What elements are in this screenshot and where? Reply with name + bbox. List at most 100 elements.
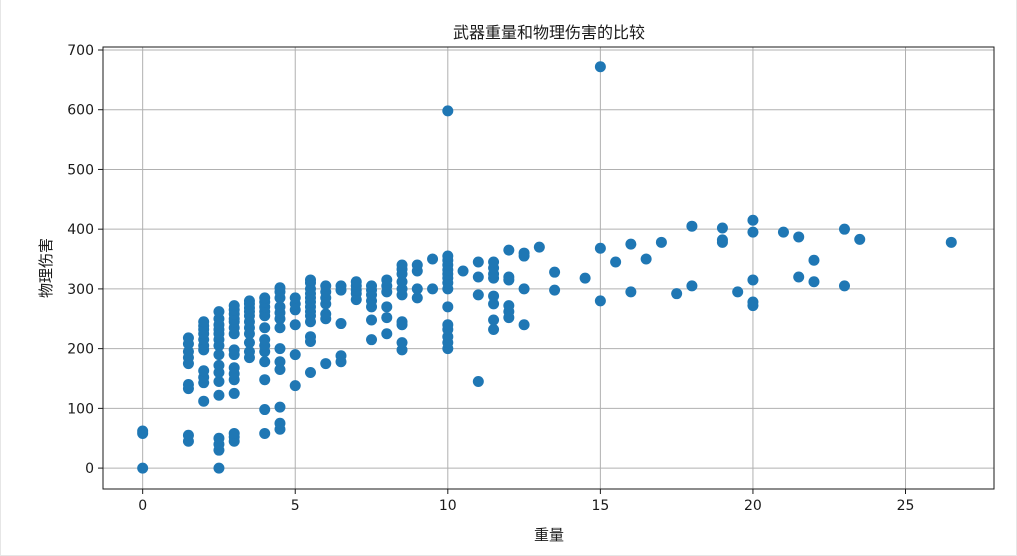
scatter-point [304,274,316,286]
x-axis-label: 重量 [534,526,564,544]
scatter-point [274,356,286,368]
scatter-point [289,349,301,361]
scatter-point [259,374,271,386]
scatter-point [274,401,286,413]
scatter-point [411,292,423,304]
scatter-point [472,271,484,283]
scatter-point [594,242,606,254]
scatter-point [427,253,439,265]
scatter-point [747,226,759,238]
x-tick-label: 0 [138,498,147,514]
scatter-point [259,334,271,346]
scatter-point [411,259,423,271]
scatter-point [259,322,271,334]
y-tick-label: 300 [67,282,94,298]
scatter-point [228,362,240,374]
scatter-point [182,346,194,358]
scatter-point [289,380,301,392]
scatter-point [518,283,530,295]
plot-area-border [102,46,995,490]
x-tick-label: 15 [591,498,609,514]
scatter-point [335,280,347,292]
scatter-point [838,280,850,292]
scatter-point [289,319,301,331]
scatter-point [625,286,637,298]
scatter-point [488,298,500,310]
scatter-point [533,241,545,253]
scatter-point [274,417,286,429]
y-tick-label: 200 [67,342,94,358]
scatter-point [320,308,332,320]
scatter-point [320,358,332,370]
x-axis-ticks: 0 5 10 15 20 25 [138,489,914,514]
scatter-point [503,300,515,312]
grid-lines [103,47,994,489]
scatter-point [488,256,500,268]
chart-title: 武器重量和物理伤害的比较 [453,23,645,42]
scatter-point [228,427,240,439]
scatter-point [304,367,316,379]
scatter-point [488,290,500,302]
x-tick-label: 25 [897,498,915,514]
scatter-point [594,61,606,73]
scatter-point [427,283,439,295]
scatter-point [808,276,820,288]
scatter-point [503,244,515,256]
scatter-point [259,404,271,416]
scatter-point [518,319,530,331]
x-tick-label: 5 [291,498,300,514]
scatter-point [213,349,225,361]
scatter-point [213,389,225,401]
scatter-point [549,284,561,296]
scatter-point [213,306,225,318]
scatter-point [793,231,805,243]
y-axis-ticks: 0 100 200 300 400 500 600 700 [67,43,103,477]
x-tick-label: 20 [744,498,762,514]
scatter-point [213,359,225,371]
scatter-point [411,283,423,295]
scatter-point [243,346,255,358]
scatter-point [396,337,408,349]
scatter-point [274,343,286,355]
scatter-point [182,332,194,344]
data-points [137,61,957,474]
scatter-point [640,253,652,265]
scatter-point [259,356,271,368]
scatter-point [747,296,759,308]
scatter-point [304,331,316,343]
scatter-point [182,429,194,441]
scatter-point [228,344,240,356]
scatter-point [838,223,850,235]
y-tick-label: 500 [67,162,94,178]
y-tick-label: 100 [67,401,94,417]
scatter-point [549,266,561,278]
scatter-point [213,432,225,444]
y-tick-label: 700 [67,43,94,59]
scatter-point [274,301,286,313]
y-tick-label: 0 [85,461,94,477]
scatter-point [442,105,454,117]
scatter-point [671,288,683,300]
y-tick-label: 400 [67,222,94,238]
scatter-point [243,337,255,349]
scatter-point [808,254,820,266]
scatter-point [366,334,378,346]
scatter-point [686,220,698,232]
scatter-point [579,272,591,284]
scatter-point [747,274,759,286]
scatter-point [488,324,500,336]
scatter-point [442,319,454,331]
scatter-point [396,259,408,271]
scatter-point [625,238,637,250]
scatter-point [472,256,484,268]
scatter-point [381,301,393,313]
scatter-point [366,314,378,326]
scatter-point [716,222,728,234]
scatter-point [335,318,347,330]
scatter-point [610,256,622,268]
scatter-point [442,301,454,313]
scatter-point [274,282,286,294]
scatter-point [366,280,378,292]
scatter-point [198,316,210,328]
